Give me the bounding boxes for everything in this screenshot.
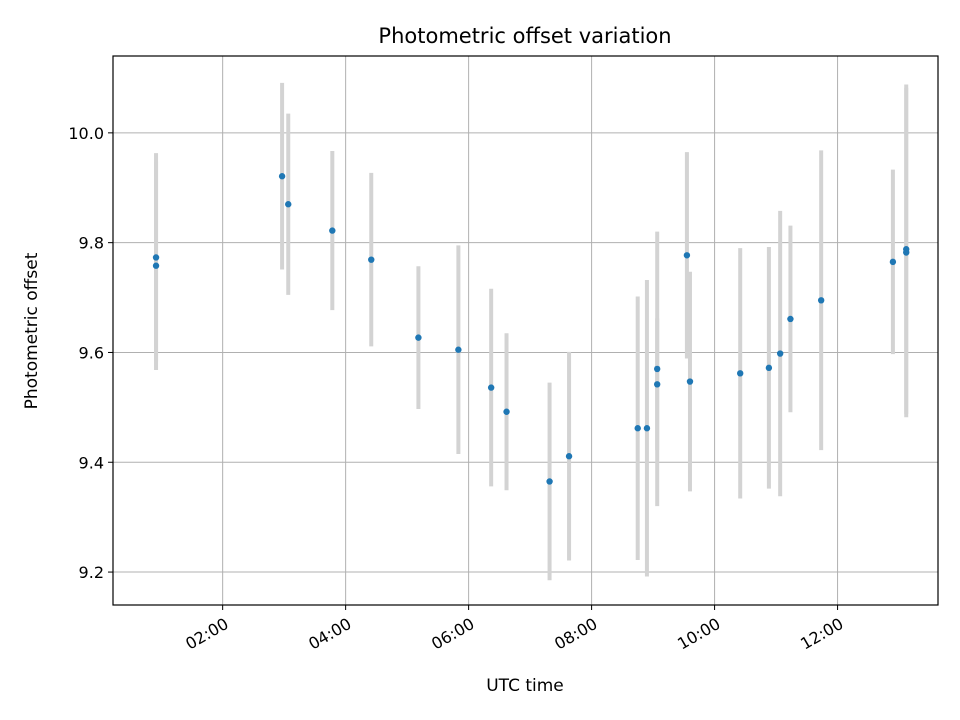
- data-point: [329, 227, 336, 234]
- y-axis-ticks: 9.2 9.4 9.6 9.8 10.0: [68, 124, 113, 582]
- data-point: [455, 346, 462, 353]
- y-tick-label: 9.4: [79, 453, 104, 472]
- data-point: [487, 384, 495, 391]
- data-point: [776, 350, 784, 357]
- data-points: [152, 173, 910, 485]
- y-tick-label: 9.2: [79, 563, 104, 582]
- x-axis-label: UTC time: [486, 676, 564, 696]
- data-point: [683, 252, 691, 259]
- data-point: [889, 258, 897, 266]
- data-point: [565, 453, 573, 460]
- plot-frame: [112, 55, 939, 606]
- data-point: [152, 254, 160, 261]
- data-point: [653, 381, 661, 388]
- grid-lines: [113, 56, 938, 605]
- data-point: [415, 334, 422, 341]
- data-point: [653, 365, 661, 373]
- y-tick-label: 10.0: [68, 124, 104, 143]
- data-point: [903, 249, 910, 256]
- data-point: [152, 262, 160, 269]
- y-tick-label: 9.8: [79, 234, 104, 253]
- data-point: [368, 256, 375, 263]
- data-point: [643, 425, 651, 432]
- chart-title: Photometric offset variation: [378, 24, 671, 48]
- data-point: [737, 370, 744, 377]
- data-point: [546, 478, 553, 485]
- data-point: [817, 297, 825, 304]
- data-point: [686, 378, 694, 385]
- data-point: [285, 201, 292, 208]
- data-point: [765, 364, 773, 372]
- y-tick-label: 9.6: [79, 343, 104, 362]
- data-point: [787, 315, 794, 323]
- data-point: [634, 425, 641, 432]
- data-point: [503, 408, 510, 415]
- y-axis-label: Photometric offset: [22, 252, 42, 409]
- data-point: [278, 173, 286, 180]
